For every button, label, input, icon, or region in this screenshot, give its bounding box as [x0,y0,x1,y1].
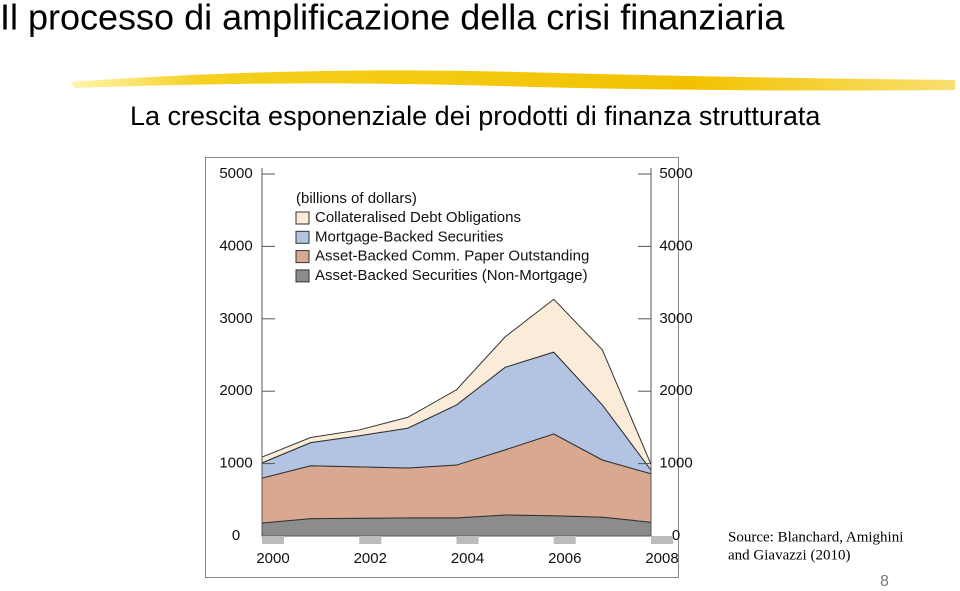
legend-swatch [295,230,310,244]
page-number: 8 [880,573,889,590]
y-tick-label: 0 [232,527,240,544]
legend-label: Collateralised Debt Obligations [315,209,521,226]
y-tick-label: 1000 [219,455,252,472]
y-tick-label: 3000 [659,310,692,327]
y-tick-label: 3000 [219,310,252,327]
slide-subtitle: La crescita esponenziale dei prodotti di… [130,101,821,131]
legend-label: Asset-Backed Securities (Non-Mortgage) [315,267,588,284]
legend-label: Mortgage-Backed Securities [315,228,503,245]
x-tick [651,536,673,544]
x-tick [553,536,576,544]
source: Source: Blanchard, Amighini [728,529,903,545]
legend-title: (billions of dollars) [296,190,417,207]
y-tick-label: 5000 [219,165,252,182]
y-tick-label: 2000 [219,382,252,399]
x-tick-label: 2006 [548,550,581,567]
legend-swatch [295,211,310,225]
legend-swatch [295,250,310,264]
x-tick [359,536,382,544]
x-tick-label: 2002 [354,550,387,567]
y-tick-label: 1000 [659,455,692,472]
slide-title: Il processo di amplificazione della cris… [0,0,785,38]
y-tick-label: 2000 [659,382,692,399]
y-tick-label: 0 [672,527,680,544]
legend-swatch [295,269,310,283]
y-tick-label: 4000 [659,237,692,254]
x-tick [456,536,479,544]
source: and Giavazzi (2010) [728,547,850,563]
x-tick-label: 2008 [645,550,678,567]
x-tick-label: 2000 [256,550,289,567]
y-tick-label: 4000 [219,237,252,254]
x-tick [262,536,284,544]
y-tick-label: 5000 [659,165,692,182]
x-tick-label: 2004 [451,550,484,567]
decorative-brush [70,70,955,91]
legend-label: Asset-Backed Comm. Paper Outstanding [315,248,589,265]
